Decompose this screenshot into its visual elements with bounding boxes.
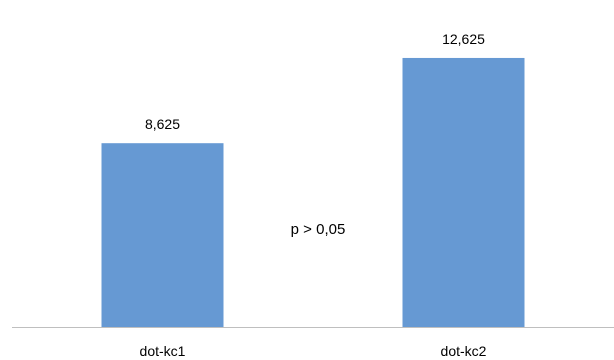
bar-dot-kc2 xyxy=(402,57,525,327)
bars-group xyxy=(101,57,525,327)
bar-dot-kc1 xyxy=(101,143,224,327)
category-labels-group: dot-kc1 dot-kc2 xyxy=(140,343,487,359)
category-label-dot-kc1: dot-kc1 xyxy=(140,343,186,359)
category-label-dot-kc2: dot-kc2 xyxy=(441,343,487,359)
data-labels-group: 8,625 12,625 xyxy=(145,31,485,132)
p-value-annotation: p > 0,05 xyxy=(291,221,346,238)
data-label-dot-kc1: 8,625 xyxy=(145,116,180,132)
data-label-dot-kc2: 12,625 xyxy=(442,31,485,47)
